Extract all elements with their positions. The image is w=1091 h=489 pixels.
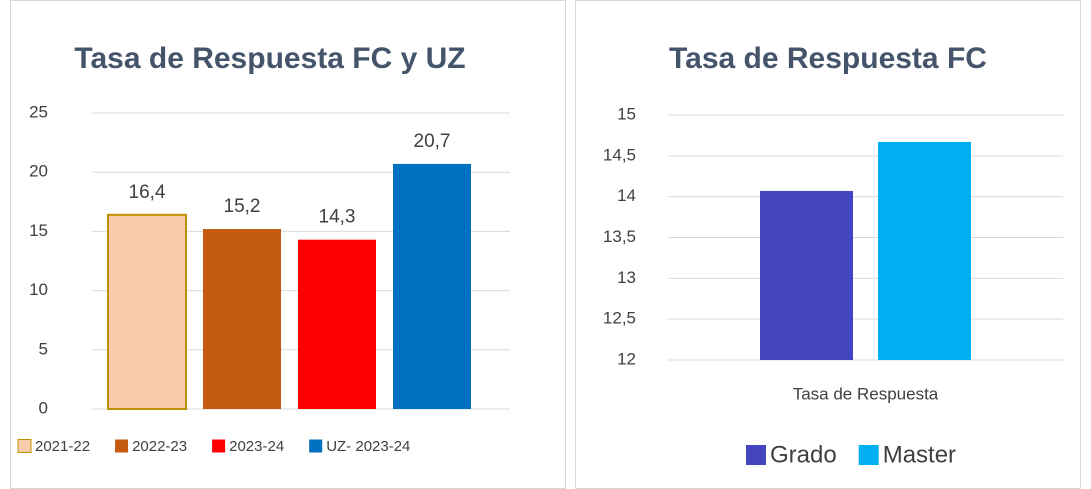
legend-swatch [17, 439, 32, 453]
legend-label: 2021-22 [35, 438, 90, 455]
y-tick-label: 5 [39, 339, 48, 358]
legend-label: 2023-24 [229, 438, 284, 455]
legend-swatch [115, 439, 129, 453]
bar [107, 213, 187, 410]
chart-title: Tasa de Respuesta FC [669, 42, 987, 75]
bar [203, 229, 281, 409]
y-tick-label: 0 [39, 398, 48, 417]
bar [393, 163, 471, 409]
y-tick-label: 15 [617, 104, 636, 123]
bar [760, 190, 853, 360]
bar [878, 141, 971, 360]
legend-label: Grado [770, 441, 837, 468]
y-tick-label: 15 [29, 221, 48, 240]
data-label: 16,4 [129, 182, 166, 203]
bar [298, 239, 376, 409]
y-tick-label: 14,5 [603, 145, 636, 164]
y-tick-label: 10 [29, 280, 48, 299]
y-tick-label: 25 [29, 102, 48, 121]
x-tick-label: Tasa de Respuesta [793, 384, 939, 403]
legend-swatch [309, 439, 323, 453]
data-label: 14,3 [319, 207, 356, 228]
legend-label: Master [883, 441, 956, 468]
y-tick-label: 20 [29, 162, 48, 181]
legend-swatch [858, 445, 879, 465]
y-tick-label: 12 [617, 349, 636, 368]
y-tick-label: 13,5 [603, 227, 636, 246]
legend-swatch [212, 439, 226, 453]
data-label: 15,2 [224, 196, 261, 217]
data-label: 20,7 [414, 131, 451, 152]
legend-label: UZ- 2023-24 [326, 438, 410, 455]
y-tick-label: 14 [617, 186, 636, 205]
y-tick-label: 13 [617, 268, 636, 287]
chart-title: Tasa de Respuesta FC y UZ [74, 42, 465, 75]
y-tick-label: 12,5 [603, 309, 636, 328]
legend-label: 2022-23 [132, 438, 187, 455]
legend-swatch [746, 445, 766, 465]
